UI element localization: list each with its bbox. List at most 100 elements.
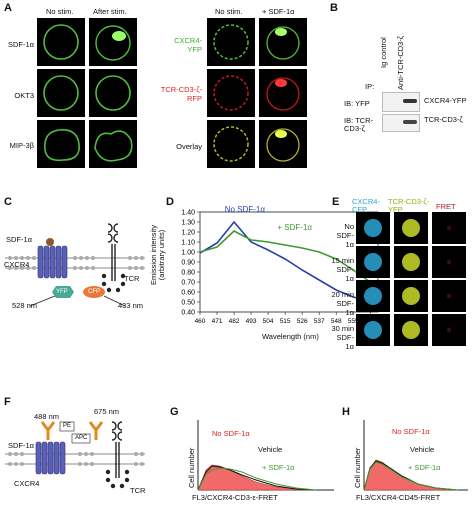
chart-d-xtick-label: 493 (246, 318, 257, 325)
cxcr4-receptor (37, 245, 68, 279)
chart-d-xlabel: Wavelength (nm) (262, 332, 319, 341)
micrograph-a-overlay-nostim (207, 120, 255, 168)
micrograph-a-overlay-sdf (259, 120, 307, 168)
panel-a-col-header-1: No stim. (46, 7, 74, 16)
chart-d-ytick-label: 1.20 (181, 230, 195, 237)
excitation-arrow (103, 295, 126, 307)
chart-d-ylabel: Emission intensity (arbitrary units) (149, 224, 166, 286)
chart-d-ytick-label: 0.70 (181, 280, 195, 287)
g-no-sdf-label: No SDF-1α (212, 429, 250, 438)
antibody-pe (40, 421, 56, 440)
e-col-header-2: TCR-CD3-ζ-YFP (388, 197, 430, 214)
panel-a-right-col-header-2: + SDF-1α (262, 7, 295, 16)
f-pe-label: PE (63, 423, 72, 429)
panel-a-right-col-header-1: No stim. (215, 7, 243, 16)
chart-d-ytick-label: 0.80 (181, 270, 195, 277)
chart-d-ytick-label: 0.60 (181, 290, 195, 297)
c-528nm-label: 528 nm (12, 301, 38, 310)
panel-a-label: A (4, 2, 12, 14)
emission-arrow (29, 295, 56, 307)
micrograph-e-r3-c2 (394, 280, 428, 312)
histogram-h-plus-sdf (363, 461, 459, 491)
blot-ib2-label: IB: TCR-CD3-ζ (344, 116, 374, 133)
micrograph-e-r1-c3 (432, 212, 466, 244)
blot-band1-label: CXCR4-YFP (424, 96, 467, 105)
chart-d-xtick-label: 559 (348, 318, 359, 325)
yfp-tag (52, 286, 74, 298)
histogram-g-vehicle (197, 465, 317, 491)
e-row-label-1: No SDF-1α (336, 222, 355, 249)
micrograph-e-r4-c3 (432, 314, 466, 346)
g-plus-sdf-label: + SDF-1α (262, 463, 295, 472)
blot-lane-2-label: Anti-TCR-CD3-ζ (396, 35, 405, 90)
h-vehicle-label: Vehicle (410, 445, 435, 454)
panel-a-row-label-1: SDF-1α (7, 40, 34, 49)
apc-box (71, 433, 91, 444)
chart-d-xtick-label: 460 (195, 318, 206, 325)
panel-a-col-header-2: After stim. (93, 7, 127, 16)
c-cxcr4-label: CXCR4 (4, 260, 30, 269)
g-ylabel: Cell number (187, 447, 196, 488)
micrograph-a-okt3-stim (89, 69, 137, 117)
chart-d-xtick-label: 471 (212, 318, 223, 325)
emission-chart: 0.40 0.50 0.60 0.70 0.80 0.90 1.00 1.10 1.20 1.30… (181, 205, 379, 325)
c-433nm-label: 433 nm (118, 301, 144, 310)
panel-b-label: B (330, 2, 338, 14)
blot-band-cxcr4 (403, 99, 417, 103)
cxcr4-receptor-f (35, 441, 66, 475)
panel-d-label: D (166, 196, 174, 208)
sdf-ligand (46, 238, 54, 246)
chart-d-legend-no-sdf: No SDF-1α (225, 205, 266, 214)
g-xlabel: FL3/CXCR4-CD3-ε-FRET (192, 493, 278, 502)
cd3-dots-f (105, 469, 130, 489)
cfp-tag (83, 286, 105, 298)
h-plus-sdf-label: + SDF-1α (408, 463, 441, 472)
chart-d-series-plus-sdf (199, 230, 371, 283)
micrograph-a-sdf-nostim (37, 18, 85, 66)
panel-h-label: H (342, 406, 350, 418)
chart-d-xtick-label: 515 (280, 318, 291, 325)
f-apc-label: APC (75, 435, 88, 441)
histogram-h (363, 420, 468, 491)
chart-d-series-no-sdf (199, 220, 371, 303)
c-sdf-label: SDF-1α (6, 235, 33, 244)
e-col-header-3: FRET (436, 202, 456, 211)
chart-d-ytick-label: 0.40 (181, 310, 195, 317)
e-row-label-3: 20 min SDF-1α (331, 290, 354, 317)
micrograph-e-r1-c2 (394, 212, 428, 244)
blot-ip-label: IP: (365, 82, 375, 91)
micrograph-e-r2-c2 (394, 246, 428, 278)
membrane-f (5, 452, 145, 466)
histogram-g-plus-sdf (197, 467, 317, 491)
micrograph-e-r4-c1 (356, 314, 390, 346)
blot-band2-label: TCR-CD3-ζ (424, 115, 463, 124)
f-cxcr4-label: CXCR4 (14, 479, 40, 488)
blot-band-tcr (403, 120, 417, 124)
micrograph-e-r2-c3 (432, 246, 466, 278)
histogram-g (197, 420, 334, 491)
panel-a-right-row-label-1: CXCR4-YFP (174, 36, 202, 54)
chart-d-xtick-label: 526 (297, 318, 308, 325)
membrane (5, 256, 145, 270)
panel-f-label: F (4, 396, 11, 408)
panel-a-row-label-2: OKT3 (14, 91, 34, 100)
c-yfp-label: YFP (56, 289, 68, 295)
chart-d-xtick-label: 537 (314, 318, 325, 325)
chart-d-legend-plus-sdf: + SDF-1α (277, 223, 312, 232)
micrograph-e-r3-c3 (432, 280, 466, 312)
h-no-sdf-label: No SDF-1α (392, 427, 430, 436)
chart-d-xtick-label: 504 (263, 318, 274, 325)
e-row-label-2: 15 min SDF-1α (331, 256, 354, 283)
blot-bottom (382, 114, 420, 132)
f-488nm-label: 488 nm (34, 412, 60, 421)
panel-a-right-row-label-3: Overlay (176, 142, 202, 151)
blot-ib1-label: IB: YFP (344, 99, 370, 108)
cd3-dots (101, 273, 126, 293)
blot-lane-1-label: Ig control (379, 37, 388, 68)
micrograph-e-r1-c1 (356, 212, 390, 244)
chart-d-xtick-label: 548 (331, 318, 342, 325)
g-vehicle-label: Vehicle (258, 445, 283, 454)
micrograph-e-r2-c1 (356, 246, 390, 278)
c-tcr-label: TCR (124, 274, 140, 283)
micrograph-a-tcr-nostim (207, 69, 255, 117)
